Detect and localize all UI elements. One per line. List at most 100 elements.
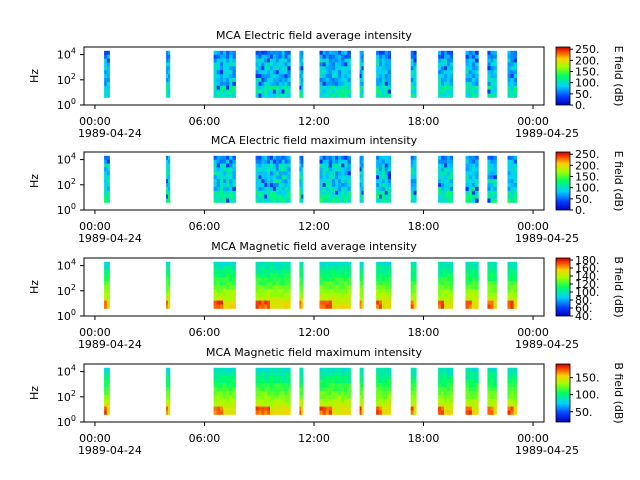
panel-3: MCA Magnetic field average intensity 100 1… <box>28 240 625 351</box>
spectrogram-segment <box>213 155 236 203</box>
date-start-label: 1989-04-24 <box>78 444 142 457</box>
colorbar-tick-label: 100. <box>575 389 600 402</box>
colorbar-tick-label: 140. <box>575 270 600 283</box>
spectrogram-segment <box>487 261 497 309</box>
colorbar-tick-label: 160. <box>575 262 600 275</box>
y-axis-label: Hz <box>28 174 41 188</box>
spectrogram-segment <box>213 261 236 309</box>
y-tick-label: 104 <box>57 152 76 167</box>
y-tick-label: 100 <box>57 202 76 217</box>
colorbar-tick-label: 200. <box>575 54 600 67</box>
colorbar-tick-label: 100. <box>575 77 600 90</box>
spectrogram-segment <box>376 367 391 415</box>
colorbar-tick-label: 150. <box>575 66 600 79</box>
colorbar-tick-label: 50. <box>575 193 593 206</box>
colorbar-tick-label: 0. <box>575 204 586 217</box>
colorbar-tick-label: 150. <box>575 372 600 385</box>
x-tick-label: 00:00 <box>517 432 549 445</box>
spectrogram-segment <box>507 261 517 309</box>
y-tick-label: 102 <box>57 72 76 87</box>
colorbar-tick-label: 100. <box>575 182 600 195</box>
date-start-label: 1989-04-24 <box>78 232 142 245</box>
spectrogram-segment <box>359 261 364 309</box>
date-start-label: 1989-04-24 <box>78 127 142 140</box>
x-tick-label: 12:00 <box>298 432 330 445</box>
spectrogram-segment <box>410 50 417 98</box>
spectrogram-segment <box>465 50 479 98</box>
y-axis-label: Hz <box>28 280 41 294</box>
spectrogram-segment <box>319 261 351 309</box>
spectrogram-segment <box>166 367 171 415</box>
panel-4: MCA Magnetic field maximum intensity 100 1… <box>28 346 625 457</box>
panel-title: MCA Electric field maximum intensity <box>211 134 418 147</box>
colorbar-tick-label: 250. <box>575 148 600 161</box>
spectrogram-segment <box>359 50 364 98</box>
spectrogram-segment <box>166 50 171 98</box>
colorbar: 50. 100. 150. B field (dB) <box>555 362 625 424</box>
colorbar-tick-label: 180. <box>575 254 600 267</box>
date-end-label: 1989-04-25 <box>515 338 579 351</box>
x-tick-label: 00:00 <box>517 220 549 233</box>
x-tick-label: 00:00 <box>79 115 111 128</box>
y-tick-label: 102 <box>57 389 76 404</box>
spectrogram-segment <box>255 50 291 98</box>
spectrogram-segment <box>507 367 517 415</box>
colorbar-tick-label: 80. <box>575 294 593 307</box>
spectrogram-segment <box>319 155 351 203</box>
spectrogram-segment <box>410 367 417 415</box>
x-tick-label: 06:00 <box>189 432 221 445</box>
y-tick-label: 100 <box>57 414 76 429</box>
x-tick-label: 18:00 <box>408 326 440 339</box>
spectrogram-segment <box>487 367 497 415</box>
x-tick-label: 12:00 <box>298 326 330 339</box>
x-tick-label: 00:00 <box>517 115 549 128</box>
x-tick-label: 00:00 <box>517 326 549 339</box>
panel-title: MCA Electric field average intensity <box>216 29 412 42</box>
y-tick-label: 102 <box>57 283 76 298</box>
colorbar-tick-label: 50. <box>575 406 593 419</box>
colorbar-label: B field (dB) <box>612 256 625 317</box>
colorbar-tick-label: 250. <box>575 43 600 56</box>
panel-title: MCA Magnetic field average intensity <box>211 240 417 253</box>
colorbar-tick-label: 0. <box>575 99 586 112</box>
x-tick-label: 00:00 <box>79 432 111 445</box>
colorbar-tick-label: 60. <box>575 302 593 315</box>
spectrogram-segment <box>104 50 110 98</box>
spectrogram-segment <box>299 50 304 98</box>
spectrogram-segment <box>438 261 454 309</box>
spectrogram-segment <box>487 50 497 98</box>
spectrogram-segment <box>438 50 454 98</box>
colorbar-tick-label: 150. <box>575 171 600 184</box>
x-tick-label: 18:00 <box>408 220 440 233</box>
date-start-label: 1989-04-24 <box>78 338 142 351</box>
y-tick-label: 104 <box>57 47 76 62</box>
spectrogram-segment <box>438 155 454 203</box>
date-end-label: 1989-04-25 <box>515 127 579 140</box>
y-tick-label: 104 <box>57 258 76 273</box>
spectrogram-segment <box>299 261 304 309</box>
date-end-label: 1989-04-25 <box>515 232 579 245</box>
spectrogram-segment <box>166 155 171 203</box>
spectrogram-segment <box>255 261 291 309</box>
spectrogram-segment <box>299 367 304 415</box>
spectrogram-segment <box>376 261 391 309</box>
x-tick-label: 18:00 <box>408 115 440 128</box>
x-tick-label: 12:00 <box>298 220 330 233</box>
colorbar-tick-label: 100. <box>575 286 600 299</box>
spectrogram-segment <box>487 155 497 203</box>
panel-1: MCA Electric field average intensity 100 1… <box>28 29 625 140</box>
y-axis-label: Hz <box>28 69 41 83</box>
y-tick-label: 100 <box>57 97 76 112</box>
y-axis-label: Hz <box>28 386 41 400</box>
spectrogram-segment <box>410 261 417 309</box>
spectrogram-segment <box>507 50 517 98</box>
spectrogram-segment <box>166 261 171 309</box>
x-tick-label: 18:00 <box>408 432 440 445</box>
colorbar-gradient <box>555 257 571 317</box>
y-tick-label: 100 <box>57 308 76 323</box>
spectrogram-segment <box>465 261 479 309</box>
x-tick-label: 00:00 <box>79 326 111 339</box>
spectrogram-segment <box>299 155 304 203</box>
colorbar-gradient <box>555 46 571 106</box>
spectrogram-segment <box>104 367 110 415</box>
